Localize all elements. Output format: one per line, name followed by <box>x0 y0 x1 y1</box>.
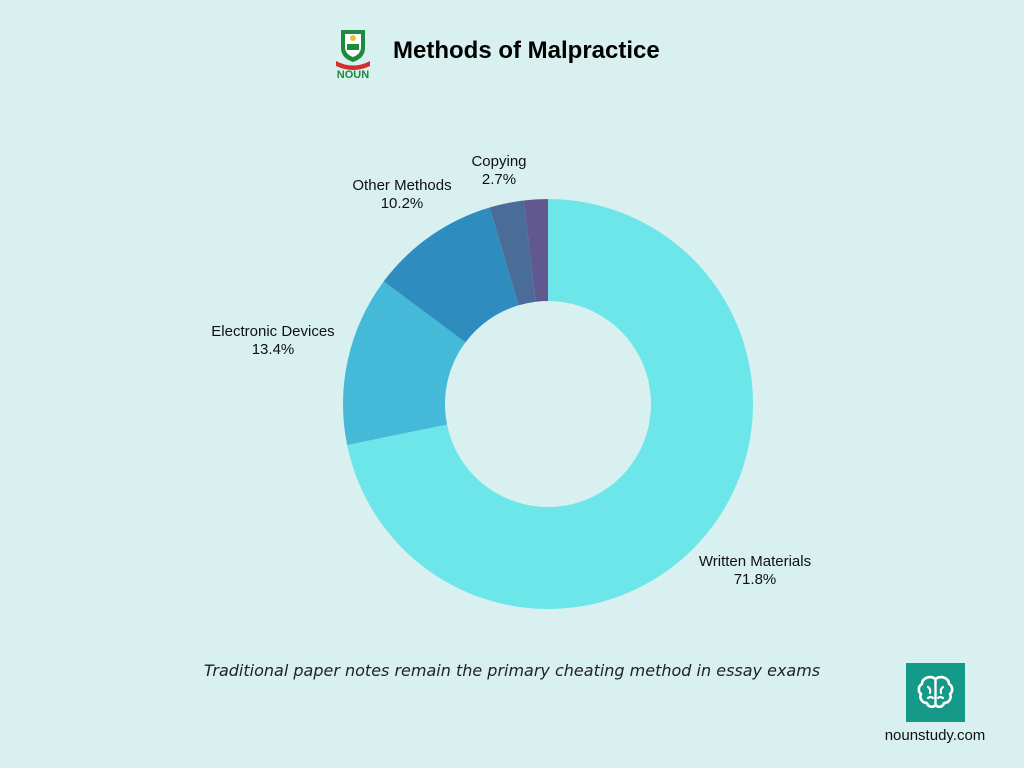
slice-value-label: 13.4% <box>252 341 295 358</box>
site-name[interactable]: nounstudy.com <box>884 727 986 744</box>
slice-label: Electronic Devices <box>211 323 334 340</box>
donut-slices <box>343 199 753 609</box>
header: NOUN Methods of Malpractice <box>0 28 1024 80</box>
brain-icon <box>917 675 954 709</box>
page-title: Methods of Malpractice <box>393 37 660 64</box>
donut-slice-copying <box>489 200 536 306</box>
donut-slice-other-methods <box>383 207 519 343</box>
brand-badge[interactable] <box>906 663 965 722</box>
donut-slice-electronic-devices <box>343 281 466 445</box>
slice-value-label: 71.8% <box>734 571 777 588</box>
slice-label: Copying <box>471 153 526 170</box>
chart-caption: Traditional paper notes remain the prima… <box>203 661 821 680</box>
donut-slice-other-4 <box>523 199 548 302</box>
donut-slice-written-materials <box>347 199 753 609</box>
slice-value-label: 10.2% <box>381 195 424 212</box>
noun-logo-icon: NOUN <box>336 30 370 80</box>
logo-text: NOUN <box>337 69 369 80</box>
slice-label: Other Methods <box>352 177 451 194</box>
slice-value-label: 2.7% <box>482 171 516 188</box>
slice-label: Written Materials <box>699 553 811 570</box>
